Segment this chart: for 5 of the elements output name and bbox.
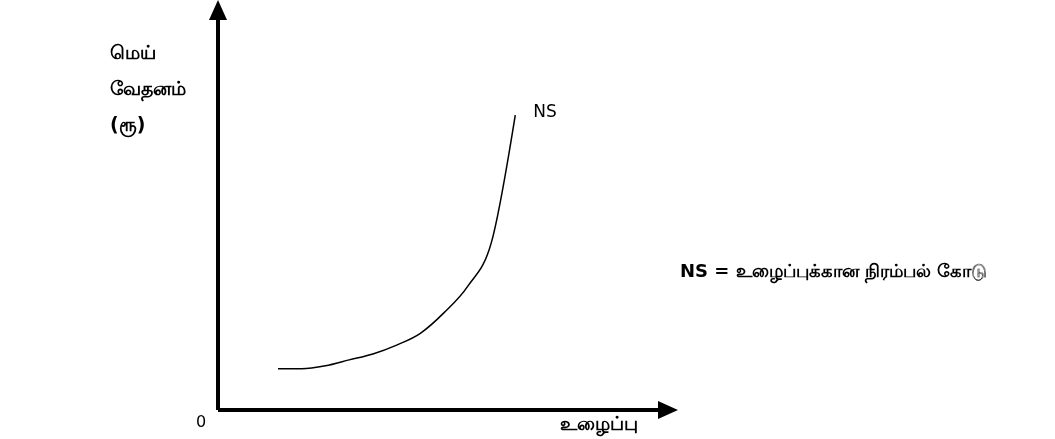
text: 0 [196,412,207,431]
text: NS = உழைப்புக்கான நிரம்பல் கோடு [680,260,988,284]
x-axis-title: உழைப்பு [560,412,638,437]
series-label: NS [533,101,557,122]
y-axis-title: மெய் வேதனம் (ரூ) [110,40,187,140]
